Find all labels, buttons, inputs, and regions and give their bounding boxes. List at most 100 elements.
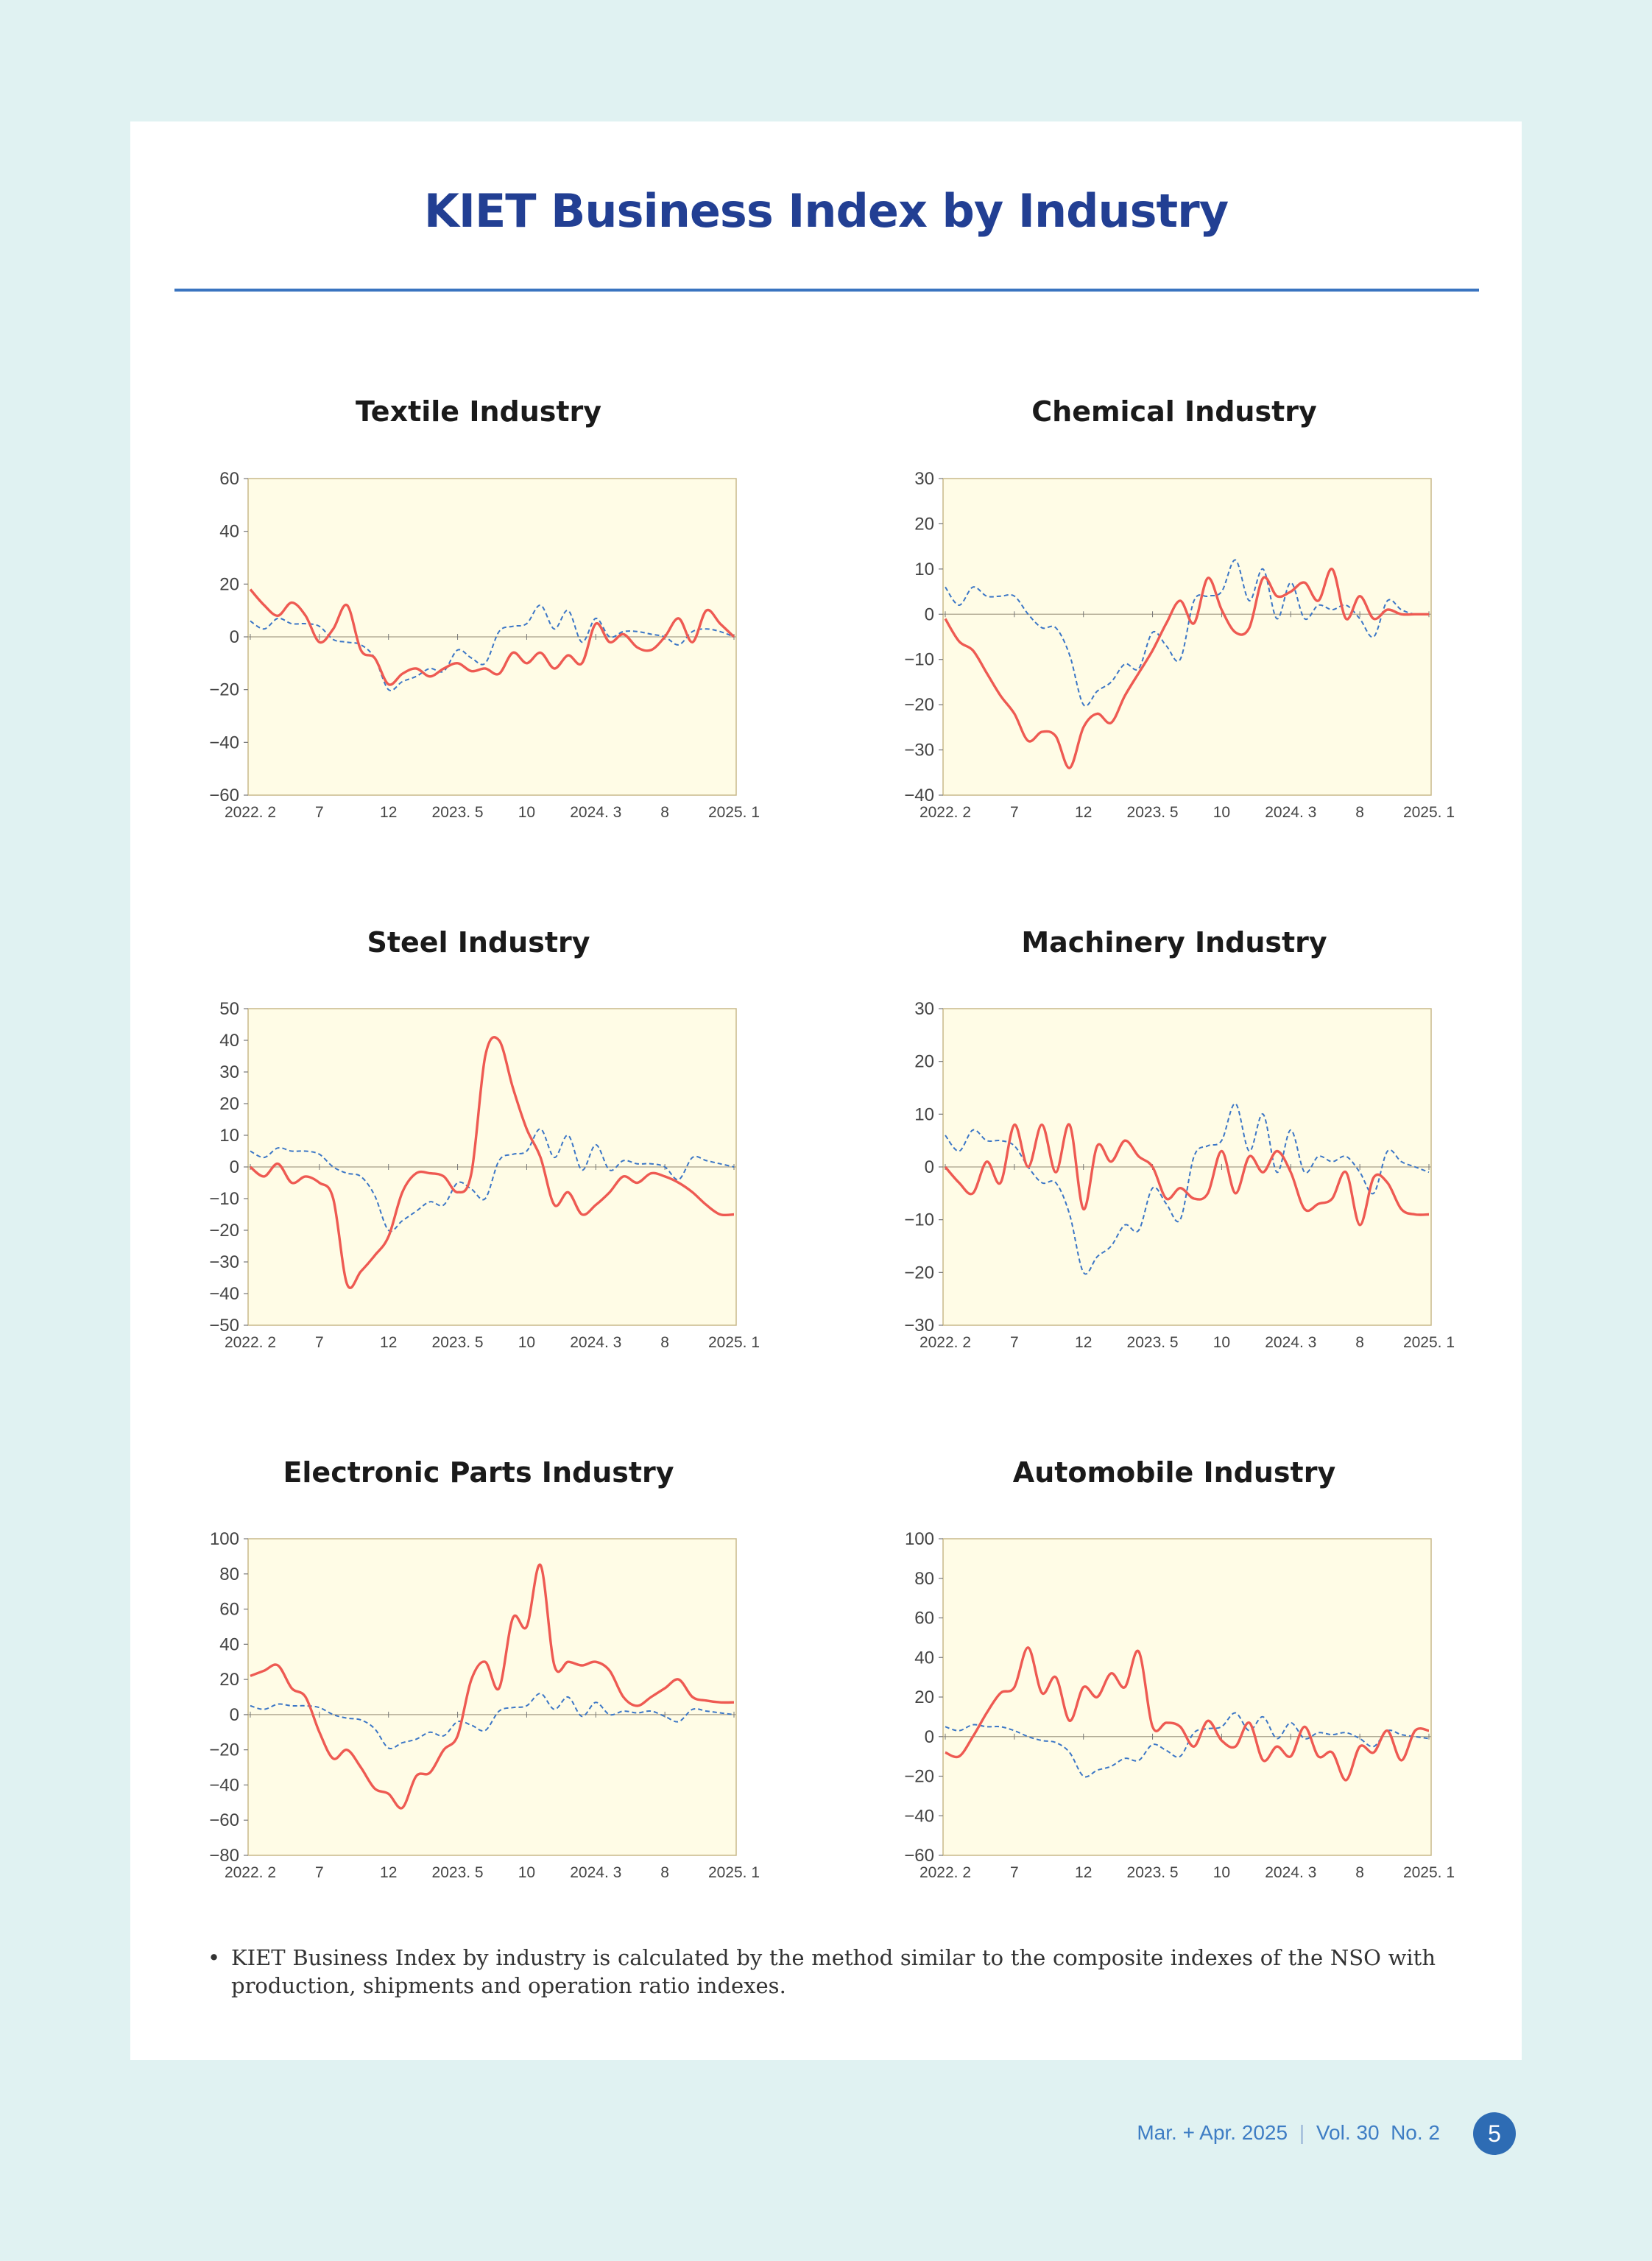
- series-dashed-line: [250, 604, 735, 691]
- series-dashed-line: [250, 1693, 735, 1749]
- x-tick-label: 2024. 3: [1265, 804, 1316, 821]
- y-tick-label: −40: [209, 733, 239, 752]
- y-tick-label: −40: [209, 1284, 239, 1304]
- y-tick-label: −30: [904, 741, 934, 761]
- footer: Mar. + Apr. 2025 | Vol. 30 No. 2: [1137, 2121, 1440, 2145]
- x-tick-label: 12: [1075, 1334, 1092, 1351]
- series-solid-line: [249, 1036, 735, 1289]
- series-dashed-line: [250, 1128, 735, 1232]
- chart-title-textile: Textile Industry: [355, 395, 602, 428]
- footer-volume: Vol. 30 No. 2: [1316, 2121, 1440, 2144]
- x-tick-label: 2023. 5: [1127, 804, 1179, 821]
- x-tick-label: 2024. 3: [570, 804, 621, 821]
- footnote: • KIET Business Index by industry is cal…: [208, 1944, 1436, 2000]
- series-solid-line: [944, 1123, 1430, 1227]
- x-tick-label: 8: [660, 804, 669, 821]
- x-tick-label: 2023. 5: [1127, 1334, 1179, 1351]
- x-tick-label: 2023. 5: [1127, 1864, 1179, 1881]
- x-tick-label: 2023. 5: [432, 1864, 484, 1881]
- y-tick-label: −20: [209, 1221, 239, 1241]
- y-tick-label: 0: [925, 604, 934, 624]
- y-tick-label: −30: [209, 1252, 239, 1272]
- x-tick-label: 2025. 1: [1403, 804, 1455, 821]
- y-tick-label: 10: [219, 1126, 239, 1146]
- y-tick-label: 30: [914, 469, 934, 489]
- y-tick-label: 20: [219, 1094, 239, 1114]
- plot-area: [942, 478, 1432, 796]
- x-tick-label: 2025. 1: [708, 1334, 760, 1351]
- x-tick-label: 2024. 3: [1265, 1864, 1316, 1881]
- y-tick-label: −10: [904, 1210, 934, 1230]
- y-tick-label: 40: [914, 1648, 934, 1668]
- x-tick-label: 10: [1213, 804, 1230, 821]
- y-tick-label: −20: [904, 1263, 934, 1283]
- title-divider: [174, 289, 1479, 292]
- y-tick-label: 60: [914, 1609, 934, 1629]
- y-tick-label: −40: [904, 786, 934, 805]
- x-tick-label: 10: [518, 1334, 535, 1351]
- y-tick-label: 10: [914, 1104, 934, 1124]
- x-tick-label: 7: [315, 804, 324, 821]
- y-tick-label: 20: [914, 1687, 934, 1707]
- y-tick-label: 50: [219, 999, 239, 1019]
- y-tick-label: 20: [219, 574, 239, 594]
- x-tick-label: 2024. 3: [1265, 1334, 1316, 1351]
- y-tick-label: 30: [219, 1062, 239, 1082]
- y-tick-label: 0: [230, 1705, 239, 1725]
- chart-automobile: −60 −40 −20 0 20 40 60 80 100 2022. 2 7 12 2023. 5 10…: [904, 1529, 1455, 1881]
- footer-issue: Mar. + Apr. 2025: [1137, 2121, 1288, 2144]
- y-tick-label: 10: [914, 560, 934, 579]
- x-tick-label: 2022. 2: [225, 1334, 276, 1351]
- x-tick-label: 10: [518, 1864, 535, 1881]
- y-tick-label: 80: [219, 1565, 239, 1584]
- y-tick-label: 0: [230, 627, 239, 647]
- x-tick-label: 8: [1355, 804, 1364, 821]
- y-tick-label: 0: [925, 1727, 934, 1747]
- series-solid-line: [945, 1646, 1430, 1782]
- x-tick-label: 10: [518, 804, 535, 821]
- x-tick-label: 2025. 1: [1403, 1864, 1455, 1881]
- chart-steel: −50 −40 −30 −20 −10 0 10 20 30 40 50 2022. 2 7 12 2023…: [209, 999, 760, 1351]
- x-tick-label: 8: [1355, 1334, 1364, 1351]
- x-tick-label: 2022. 2: [919, 1334, 971, 1351]
- x-tick-label: 7: [1010, 804, 1019, 821]
- y-tick-label: −20: [209, 680, 239, 700]
- x-tick-label: 2023. 5: [432, 804, 484, 821]
- y-tick-label: −60: [209, 1810, 239, 1830]
- x-tick-label: 2025. 1: [1403, 1334, 1455, 1351]
- y-tick-label: 30: [914, 999, 934, 1019]
- x-tick-label: 8: [660, 1334, 669, 1351]
- series-solid-line: [249, 588, 735, 686]
- x-tick-label: 2022. 2: [225, 1864, 276, 1881]
- plot-area: [247, 1538, 737, 1856]
- y-tick-label: 60: [219, 1600, 239, 1620]
- y-tick-label: 20: [219, 1670, 239, 1690]
- page-title: KIET Business Index by Industry: [423, 184, 1229, 238]
- y-tick-label: −10: [904, 650, 934, 670]
- x-tick-label: 12: [380, 804, 397, 821]
- y-tick-label: −20: [904, 695, 934, 715]
- y-tick-label: −10: [209, 1189, 239, 1209]
- y-tick-label: −40: [209, 1775, 239, 1795]
- y-tick-label: −30: [904, 1316, 934, 1336]
- y-tick-label: 20: [914, 1052, 934, 1072]
- y-tick-label: 100: [210, 1529, 239, 1549]
- y-tick-label: 0: [230, 1157, 239, 1177]
- footer-separator: |: [1299, 2121, 1305, 2144]
- x-tick-label: 12: [380, 1334, 397, 1351]
- footnote-text: KIET Business Index by industry is calcu…: [231, 1945, 1436, 1998]
- x-tick-label: 7: [1010, 1864, 1019, 1881]
- y-tick-label: −80: [209, 1846, 239, 1866]
- x-tick-label: 8: [660, 1864, 669, 1881]
- y-tick-label: −50: [209, 1316, 239, 1336]
- footnote-bullet: •: [208, 1945, 221, 1970]
- x-tick-label: 2024. 3: [570, 1334, 621, 1351]
- x-tick-label: 2024. 3: [570, 1864, 621, 1881]
- y-tick-label: 40: [219, 522, 239, 542]
- chart-chemical: −40 −30 −20 −10 0 10 20 30 2022. 2 7 12 2023. 5 10 20…: [904, 469, 1455, 821]
- series-solid-line: [944, 568, 1429, 769]
- x-tick-label: 2022. 2: [225, 804, 276, 821]
- chart-title-steel: Steel Industry: [367, 926, 590, 959]
- page-number: 5: [1473, 2112, 1516, 2155]
- y-tick-label: −20: [209, 1740, 239, 1760]
